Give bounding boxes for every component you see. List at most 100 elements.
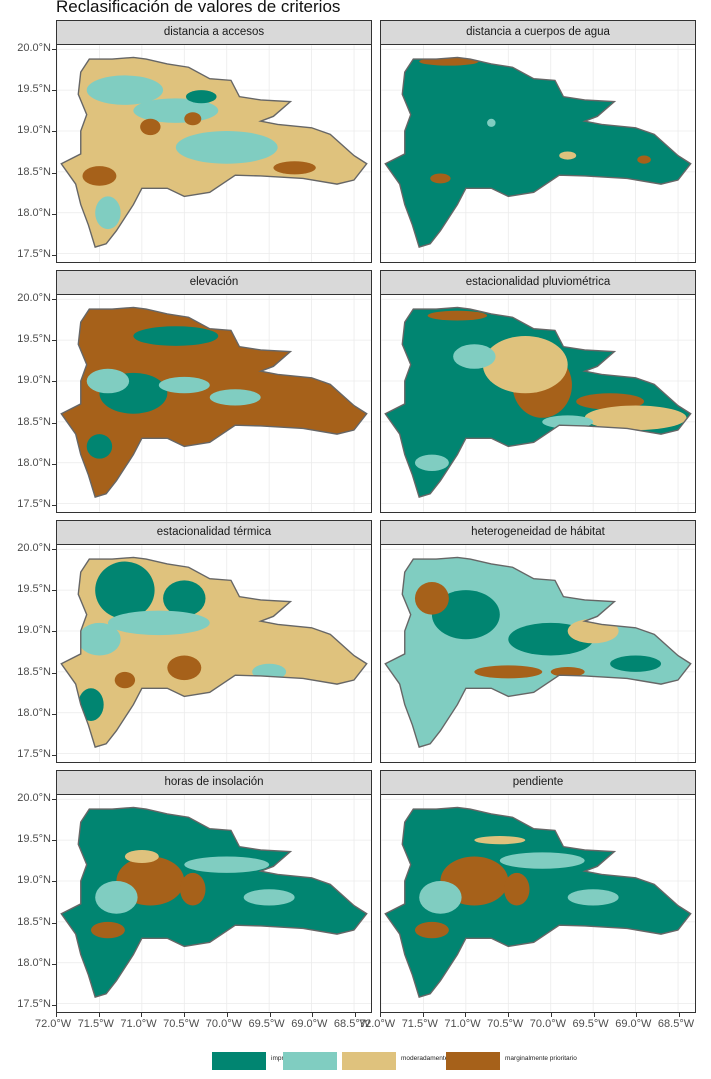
- x-tick-label: 72.0°W: [359, 1018, 396, 1030]
- raster-zone: [90, 921, 125, 939]
- raster-zone: [95, 881, 138, 914]
- x-tick-label: 69.5°W: [572, 1018, 609, 1030]
- map-plot: [380, 295, 696, 513]
- legend-swatch: [446, 1052, 500, 1070]
- raster-zone: [431, 590, 500, 640]
- island-outline: [384, 556, 692, 748]
- legend-label: marginalmente prioritario: [505, 1055, 577, 1062]
- x-tick-label: 69.0°W: [291, 1018, 328, 1030]
- raster-zone: [504, 872, 530, 906]
- x-tick-mark: [98, 1013, 100, 1017]
- y-tick-label: 19.0°N: [17, 124, 51, 137]
- map-svg: [381, 45, 695, 262]
- raster-zone: [610, 655, 662, 672]
- raster-zone: [584, 405, 687, 431]
- map-svg: [381, 295, 695, 512]
- y-tick-label: 19.5°N: [17, 83, 51, 96]
- x-tick-mark: [465, 1013, 467, 1017]
- y-tick-label: 18.5°N: [17, 915, 51, 928]
- raster-zone: [209, 389, 261, 406]
- raster-zone: [550, 666, 585, 677]
- facet-panel: elevación: [56, 270, 372, 513]
- y-tick-mark: [52, 713, 56, 715]
- y-tick-label: 18.5°N: [17, 165, 51, 178]
- facet-panel: estacionalidad térmica: [56, 520, 372, 763]
- map-plot: [56, 295, 372, 513]
- legend: imprescindible prioritario moderadamente…: [0, 1052, 711, 1070]
- x-tick-mark: [380, 1013, 381, 1017]
- raster-zone: [167, 655, 202, 681]
- raster-zone: [482, 336, 568, 394]
- raster-zone: [184, 112, 202, 126]
- facet-label: estacionalidad pluviométrica: [380, 270, 696, 295]
- raster-zone: [86, 368, 130, 394]
- raster-area: [61, 307, 367, 498]
- y-tick-label: 19.5°N: [17, 333, 51, 346]
- legend-swatch: [212, 1052, 266, 1070]
- x-tick-label: 71.0°W: [120, 1018, 157, 1030]
- y-tick-label: 20.0°N: [17, 292, 51, 305]
- raster-zone: [499, 852, 585, 869]
- y-tick-label: 18.5°N: [17, 665, 51, 678]
- raster-zone: [114, 671, 136, 689]
- map-plot: [380, 795, 696, 1013]
- x-tick-label: 71.0°W: [444, 1018, 481, 1030]
- y-tick-mark: [52, 299, 56, 301]
- raster-zone: [474, 836, 526, 845]
- y-tick-label: 20.0°N: [17, 792, 51, 805]
- island-outline: [60, 56, 368, 248]
- island-outline: [384, 56, 692, 248]
- raster-zone: [124, 849, 159, 864]
- y-tick-label: 17.5°N: [17, 997, 51, 1010]
- y-tick-mark: [52, 590, 56, 592]
- raster-zone: [184, 856, 270, 873]
- raster-zone: [419, 881, 462, 914]
- x-tick-label: 69.0°W: [615, 1018, 652, 1030]
- x-tick-label: 70.5°W: [163, 1018, 200, 1030]
- raster-zone: [273, 161, 316, 175]
- x-tick-mark: [422, 1013, 424, 1017]
- raster-zone: [414, 454, 449, 471]
- facet-label: elevación: [56, 270, 372, 295]
- x-tick-mark: [226, 1013, 228, 1017]
- y-tick-mark: [52, 213, 56, 215]
- y-tick-label: 19.0°N: [17, 874, 51, 887]
- x-tick-mark: [269, 1013, 271, 1017]
- facet-panel: heterogeneidad de hábitat: [380, 520, 696, 763]
- chart-title: Reclasificación de valores de criterios: [56, 0, 341, 16]
- x-tick-label: 71.5°W: [401, 1018, 438, 1030]
- y-tick-mark: [52, 881, 56, 883]
- raster-zone: [637, 155, 651, 164]
- x-tick-mark: [56, 1013, 57, 1017]
- x-tick-mark: [184, 1013, 186, 1017]
- raster-zone: [427, 310, 488, 321]
- facet-label: heterogeneidad de hábitat: [380, 520, 696, 545]
- legend-swatch: [283, 1052, 337, 1070]
- raster-base: [61, 307, 367, 498]
- map-svg: [381, 545, 695, 762]
- y-tick-mark: [52, 340, 56, 342]
- y-tick-label: 20.0°N: [17, 542, 51, 555]
- raster-zone: [487, 118, 496, 127]
- raster-area: [385, 307, 691, 498]
- x-tick-mark: [593, 1013, 595, 1017]
- map-plot: [56, 45, 372, 263]
- x-tick-mark: [141, 1013, 143, 1017]
- map-svg: [381, 795, 695, 1012]
- x-tick-mark: [508, 1013, 510, 1017]
- facet-panel: distancia a accesos: [56, 20, 372, 263]
- map-plot: [56, 545, 372, 763]
- raster-zone: [414, 921, 449, 939]
- raster-zone: [559, 151, 577, 160]
- y-tick-mark: [52, 922, 56, 924]
- raster-area: [385, 57, 691, 248]
- legend-label: moderadamente prioritario: [401, 1055, 478, 1062]
- island-outline: [384, 306, 692, 498]
- x-tick-mark: [312, 1013, 314, 1017]
- raster-zone: [133, 326, 219, 346]
- y-tick-label: 19.5°N: [17, 833, 51, 846]
- y-tick-mark: [52, 799, 56, 801]
- y-tick-label: 18.0°N: [17, 456, 51, 469]
- x-tick-label: 72.0°W: [35, 1018, 72, 1030]
- x-tick-label: 69.5°W: [248, 1018, 285, 1030]
